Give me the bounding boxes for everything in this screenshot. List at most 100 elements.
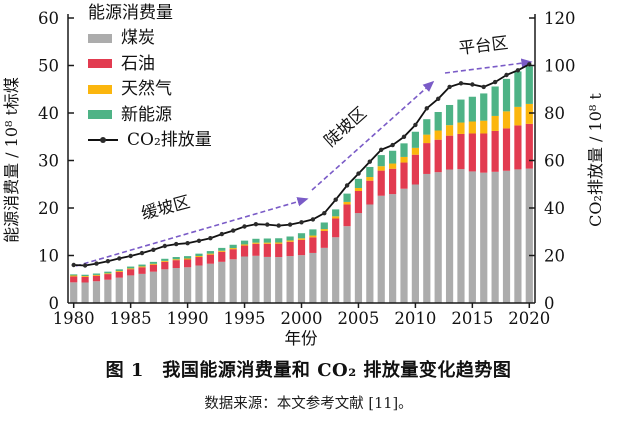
bar-石油-2010: [411, 154, 419, 185]
bar-天然气-1985: [127, 268, 135, 270]
co2-marker-2010: [413, 122, 418, 128]
left-tick-label: 60: [38, 9, 59, 28]
annotation-arrow-2: [311, 80, 435, 191]
bar-天然气-2007: [377, 166, 385, 171]
right-tick-label: 0: [544, 294, 555, 313]
right-tick-label: 120: [544, 9, 576, 28]
bar-天然气-1984: [115, 270, 123, 272]
bar-石油-2017: [491, 130, 499, 172]
bar-煤炭-1986: [138, 273, 146, 303]
bar-石油-2007: [377, 170, 385, 196]
bar-石油-1989: [172, 260, 180, 269]
bar-天然气-1986: [138, 266, 146, 268]
bar-石油-1982: [92, 275, 101, 282]
bar-石油-1980: [70, 276, 78, 283]
co2-marker-1996: [253, 222, 259, 227]
bar-石油-1984: [115, 271, 123, 278]
legend: 能源消费量 煤炭 石油 天然气 新能源 CO₂排放量: [88, 3, 212, 150]
bar-新能源-2011: [423, 119, 431, 135]
bar-煤炭-1991: [195, 265, 203, 303]
bar-煤炭-1981: [81, 282, 89, 303]
bar-煤炭-1985: [127, 275, 135, 303]
co2-marker-1992: [208, 236, 213, 241]
x-tick-label: 2010: [394, 309, 436, 328]
bar-天然气-2018: [502, 111, 511, 129]
bar-新能源-1988: [161, 258, 169, 261]
bar-天然气-1997: [263, 242, 271, 244]
bar-煤炭-2018: [502, 170, 511, 303]
bar-新能源-1997: [263, 238, 271, 243]
bar-石油-1999: [286, 241, 294, 257]
co2-marker-1989: [174, 241, 179, 247]
bar-天然气-2008: [389, 163, 397, 169]
bar-天然气-1993: [218, 250, 226, 252]
co2-marker-2006: [367, 159, 372, 164]
co2-marker-2000: [299, 220, 304, 225]
bar-天然气-2016: [480, 120, 488, 134]
gas-swatch-icon: [88, 84, 112, 94]
bar-石油-2016: [480, 133, 488, 173]
bar-石油-2018: [502, 128, 511, 171]
bar-新能源-2020: [525, 66, 533, 104]
bar-新能源-2007: [377, 155, 385, 167]
bar-煤炭-2012: [434, 172, 442, 303]
bar-煤炭-2002: [320, 247, 328, 303]
co2-marker-2016: [481, 84, 486, 90]
bar-新能源-1995: [240, 240, 249, 245]
bar-新能源-2018: [502, 78, 511, 112]
bar-新能源-1985: [127, 266, 135, 269]
bar-天然气-1990: [184, 258, 192, 260]
bar-天然气-2006: [366, 177, 374, 181]
co2-marker-2007: [379, 147, 384, 152]
x-tick-label: 2000: [281, 309, 323, 328]
bar-煤炭-1996: [252, 255, 260, 303]
axes-group: 0 10 20 30 40 50 60 0 20 40 60 80 100 120 1980 1985 1990…: [38, 9, 576, 328]
left-tick-label: 50: [38, 56, 59, 75]
bar-天然气-1994: [229, 248, 237, 250]
bar-天然气-2010: [411, 147, 419, 155]
bar-煤炭-1999: [286, 256, 294, 303]
bar-天然气-2019: [514, 106, 522, 126]
bar-石油-2000: [297, 239, 306, 256]
co2-marker-2002: [322, 211, 327, 216]
right-tick-label: 80: [544, 104, 565, 123]
co2-marker-1993: [219, 231, 224, 237]
bar-新能源-1990: [184, 256, 192, 259]
right-tick-label: 100: [544, 56, 576, 75]
co2-line-sample-icon: [88, 137, 118, 144]
bar-石油-2015: [468, 133, 476, 172]
bar-煤炭-1982: [92, 281, 101, 303]
bar-煤炭-1987: [149, 271, 158, 303]
bar-新能源-1993: [218, 247, 226, 251]
bar-石油-1983: [104, 274, 112, 280]
bar-煤炭-1998: [275, 257, 283, 303]
legend-label-oil: 石油: [121, 53, 155, 74]
x-tick-label: 2015: [451, 309, 493, 328]
bar-煤炭-2011: [423, 173, 431, 303]
figure-caption: 图 1 我国能源消费量和 CO₂ 排放量变化趋势图: [105, 360, 512, 381]
x-tick-label: 2005: [337, 309, 379, 328]
co2-line-group: [71, 62, 532, 268]
bar-煤炭-2005: [354, 213, 363, 303]
bar-煤炭-2001: [309, 252, 317, 303]
bar-石油-1981: [81, 276, 89, 283]
bar-煤炭-1994: [229, 259, 237, 303]
bar-煤炭-2007: [377, 195, 385, 303]
bar-新能源-2005: [354, 178, 363, 189]
bar-煤炭-1990: [184, 267, 192, 303]
annotation-arrow-1: [75, 197, 309, 267]
bar-煤炭-2006: [366, 204, 374, 303]
left-tick-label: 0: [49, 294, 60, 313]
bar-新能源-2013: [445, 104, 454, 126]
x-tick-label: 2020: [508, 309, 550, 328]
co2-marker-2015: [470, 82, 475, 87]
bar-石油-1992: [206, 254, 214, 264]
bar-石油-2006: [366, 180, 374, 205]
bar-煤炭-1980: [70, 282, 78, 303]
bar-石油-2008: [389, 168, 397, 195]
co2-marker-2003: [333, 197, 338, 202]
legend-label-gas: 天然气: [121, 79, 172, 100]
co2-marker-1986: [139, 250, 145, 256]
annotation-arrow-3: [444, 58, 533, 74]
bar-煤炭-2014: [457, 169, 465, 303]
